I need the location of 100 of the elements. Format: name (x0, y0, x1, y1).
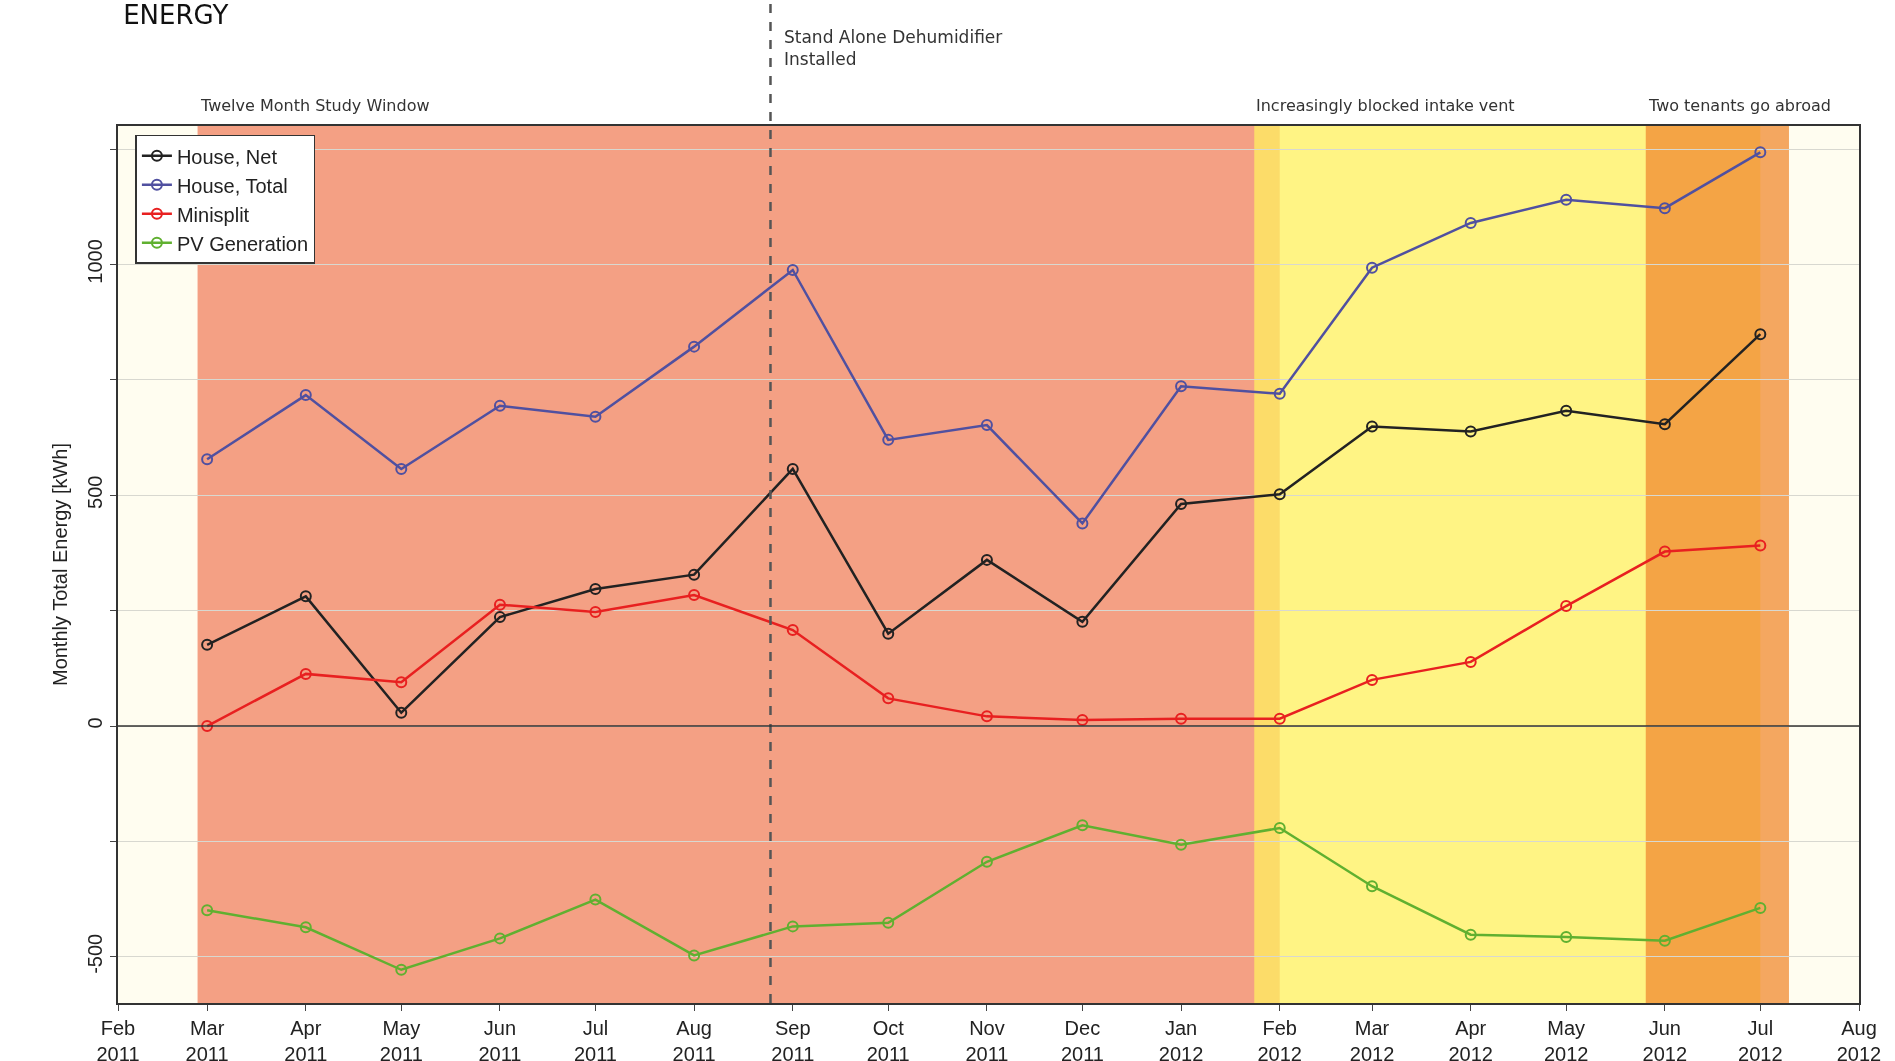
x-tick-label: Mar 2011 (185, 1017, 229, 1061)
x-tick-label: Aug 2011 (672, 1017, 716, 1061)
legend-label: Minisplit (176, 203, 250, 226)
band-label: Two tenants go abroad (1648, 96, 1831, 115)
x-tick-label: Jul 2011 (573, 1017, 617, 1061)
point (1464, 655, 1477, 668)
point (1273, 488, 1286, 501)
point (1273, 822, 1286, 835)
point (1658, 202, 1671, 215)
point (1658, 934, 1671, 947)
point (1076, 517, 1089, 530)
x-tick-label: Apr 2012 (1448, 1017, 1493, 1061)
point (688, 340, 701, 353)
point (1366, 673, 1379, 686)
point (493, 932, 506, 945)
point (201, 638, 214, 651)
point (882, 692, 895, 705)
point (201, 453, 214, 466)
point (882, 433, 895, 446)
y-axis-title: Monthly Total Energy [kWh] (49, 442, 71, 687)
point (786, 264, 799, 277)
x-tick-label: May 2011 (379, 1017, 423, 1061)
point (395, 676, 408, 689)
x-tick-label: Dec 2011 (1060, 1017, 1104, 1061)
x-tick-label: May 2012 (1543, 1017, 1589, 1061)
point (493, 598, 506, 611)
band-label: Increasingly blocked intake vent (1256, 96, 1515, 115)
point (786, 462, 799, 475)
point (1464, 928, 1477, 941)
point (980, 419, 993, 432)
y-tick-label: 1000 (84, 239, 106, 284)
point (589, 410, 602, 423)
point (1273, 387, 1286, 400)
x-tick-label: Nov 2011 (965, 1017, 1009, 1061)
point (688, 949, 701, 962)
point (1366, 420, 1379, 433)
x-tick-label: Jun 2012 (1642, 1017, 1688, 1061)
point (395, 963, 408, 976)
y-tick-label: 500 (84, 475, 106, 509)
x-tick-label: Jul 2012 (1738, 1017, 1783, 1061)
point (688, 568, 701, 581)
point (1754, 539, 1767, 552)
ref-line-label: Stand Alone Dehumidifier Installed (784, 27, 1003, 70)
point (1464, 216, 1477, 229)
x-tick-label: Aug 2012 (1836, 1017, 1882, 1061)
point (1175, 712, 1188, 725)
point (1366, 880, 1379, 893)
point (980, 710, 993, 723)
x-tick-label: Mar 2012 (1349, 1017, 1395, 1061)
point (1658, 545, 1671, 558)
point (786, 624, 799, 637)
point (395, 462, 408, 475)
y-tick-label: -500 (84, 933, 106, 974)
point (786, 920, 799, 933)
x-tick-label: Feb 2011 (96, 1017, 140, 1061)
point (299, 667, 312, 680)
point (1076, 714, 1089, 727)
point (1464, 425, 1477, 438)
point (1273, 712, 1286, 725)
chart-title: ENERGY (123, 0, 229, 30)
point (1560, 600, 1573, 613)
point (882, 916, 895, 929)
point (299, 921, 312, 934)
x-tick-label: Feb 2012 (1257, 1017, 1302, 1061)
point (589, 582, 602, 595)
point (1175, 380, 1188, 393)
point (1560, 193, 1573, 206)
x-tick-label: Jan 2012 (1158, 1017, 1204, 1061)
point (1560, 930, 1573, 943)
point (493, 399, 506, 412)
point (493, 611, 506, 624)
legend-label: House, Total (176, 174, 288, 197)
point (1754, 328, 1767, 341)
legend-label: PV Generation (176, 232, 309, 255)
point (688, 588, 701, 601)
point (1076, 615, 1089, 628)
point (980, 553, 993, 566)
point (589, 606, 602, 619)
point (395, 706, 408, 719)
x-tick-label: Apr 2011 (284, 1017, 328, 1061)
legend-label: House, Net (176, 145, 278, 168)
band-label: Twelve Month Study Window (200, 96, 430, 115)
point (1175, 498, 1188, 511)
point (589, 893, 602, 906)
point (1754, 146, 1767, 159)
point (1366, 261, 1379, 274)
point (1560, 404, 1573, 417)
x-tick-label: Oct 2011 (866, 1017, 910, 1061)
point (882, 627, 895, 640)
x-tick-label: Sep 2011 (771, 1017, 815, 1061)
point (1076, 819, 1089, 832)
point (299, 590, 312, 603)
x-tick-label: Jun 2011 (478, 1017, 522, 1061)
y-tick-label: 0 (84, 717, 106, 729)
point (1754, 901, 1767, 914)
point (1175, 838, 1188, 851)
point (201, 904, 214, 917)
point (201, 720, 214, 733)
point (1658, 418, 1671, 431)
point (299, 389, 312, 402)
